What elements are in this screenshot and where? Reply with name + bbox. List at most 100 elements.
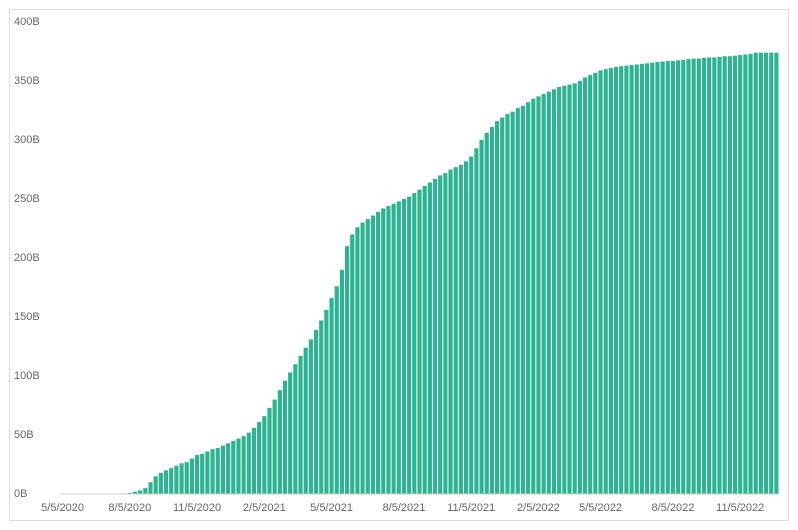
bar <box>458 164 463 494</box>
bar <box>660 61 665 494</box>
bar <box>241 436 246 494</box>
bar <box>691 58 696 495</box>
bar <box>267 407 272 494</box>
bar <box>163 470 169 494</box>
bar <box>313 329 319 494</box>
bar <box>743 54 748 494</box>
bar <box>381 208 386 494</box>
bar <box>365 219 370 494</box>
bar <box>174 465 179 494</box>
bar <box>577 81 582 494</box>
x-tick-label: 8/5/2020 <box>108 502 151 514</box>
bar <box>427 182 432 495</box>
bar <box>655 62 660 495</box>
bar <box>453 167 458 494</box>
bar <box>546 91 551 495</box>
bar <box>236 438 241 494</box>
x-tick-label: 5/5/2021 <box>310 502 353 514</box>
bar <box>582 77 588 495</box>
bar <box>438 175 443 494</box>
x-tick-label: 2/5/2022 <box>517 502 560 514</box>
bar <box>443 173 448 495</box>
bar <box>613 66 619 494</box>
bar <box>422 186 427 494</box>
bar <box>531 98 536 494</box>
bar <box>376 211 381 495</box>
bar <box>634 64 639 494</box>
bar <box>665 60 670 494</box>
y-tick-label: 200B <box>14 252 40 264</box>
bar <box>432 178 438 494</box>
y-tick-label: 100B <box>14 370 40 382</box>
bar <box>763 52 769 495</box>
bar <box>344 246 350 494</box>
bar <box>215 447 220 494</box>
y-tick-label: 300B <box>14 134 40 146</box>
bar <box>158 472 163 494</box>
bar <box>179 463 184 494</box>
bar <box>360 222 365 494</box>
bar <box>220 445 226 494</box>
bar <box>753 52 758 495</box>
x-tick-label: 5/5/2020 <box>41 502 84 514</box>
bar <box>495 121 500 495</box>
bar <box>479 140 484 494</box>
bar <box>603 69 608 494</box>
bar <box>184 462 189 494</box>
bar <box>448 169 453 494</box>
bar <box>650 62 655 495</box>
bar <box>138 490 143 494</box>
bar <box>536 96 541 494</box>
bar <box>588 75 593 494</box>
bar <box>696 58 701 495</box>
bar <box>127 492 132 494</box>
bar <box>474 148 479 494</box>
bar <box>282 380 288 494</box>
bar <box>676 60 681 494</box>
bar <box>520 105 526 494</box>
bar <box>200 453 205 494</box>
x-tick-label: 8/5/2021 <box>383 502 426 514</box>
bar <box>510 111 515 495</box>
bar <box>593 72 598 495</box>
bar <box>572 83 577 495</box>
x-tick-label: 2/5/2021 <box>243 502 286 514</box>
bar <box>169 468 174 494</box>
bar <box>350 234 355 494</box>
bar <box>386 206 391 494</box>
x-tick-label: 11/5/2021 <box>447 502 495 514</box>
bar <box>355 227 360 494</box>
y-tick-label: 150B <box>14 311 40 323</box>
bar <box>732 55 738 494</box>
bar <box>748 53 753 495</box>
bar <box>407 196 412 494</box>
bar <box>396 201 401 495</box>
bar <box>562 85 567 494</box>
bar <box>484 132 489 495</box>
bar <box>526 102 531 495</box>
x-tick-label: 5/5/2022 <box>579 502 622 514</box>
bar <box>463 161 469 495</box>
bar <box>293 364 298 494</box>
bar <box>624 65 629 494</box>
bar <box>619 66 624 494</box>
bar <box>608 68 613 495</box>
bar <box>758 52 763 495</box>
bar <box>469 156 474 494</box>
bar <box>515 108 520 494</box>
bar <box>226 443 231 494</box>
bar <box>370 215 376 494</box>
x-tick-label: 11/5/2020 <box>173 502 221 514</box>
bar <box>334 286 339 494</box>
bar <box>319 320 324 494</box>
bar <box>686 59 691 495</box>
bar <box>132 491 138 494</box>
bar <box>681 59 686 494</box>
y-tick-label: 250B <box>14 193 40 205</box>
bar <box>148 482 153 494</box>
bar <box>541 93 546 494</box>
bar <box>712 57 717 495</box>
bar <box>567 84 572 494</box>
bar <box>769 52 774 495</box>
